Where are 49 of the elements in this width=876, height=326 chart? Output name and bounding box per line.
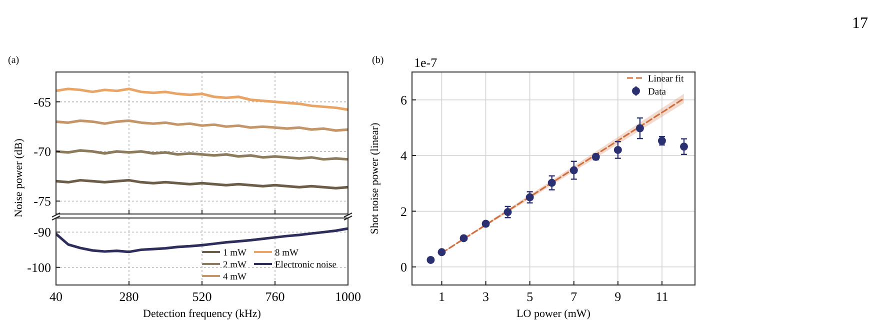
x-tick-label: 520	[192, 289, 212, 304]
point	[570, 166, 578, 174]
point	[460, 234, 468, 242]
point	[526, 193, 534, 202]
x-tick-label: 9	[614, 289, 622, 304]
x-tick-label: 1	[438, 289, 445, 304]
x-tick-label: 1000	[335, 289, 361, 304]
chart-title: (b)	[372, 55, 384, 66]
line-series	[56, 88, 348, 112]
x-tick-label: 5	[526, 289, 534, 304]
point	[548, 178, 556, 187]
y-tick-label: -75	[34, 194, 51, 209]
point	[426, 256, 435, 264]
point	[504, 208, 512, 216]
point	[482, 220, 490, 228]
y-tick-label: 4	[400, 148, 408, 164]
x-tick-label: 760	[265, 289, 285, 304]
line-series	[56, 149, 348, 161]
y-tick-label: -90	[34, 224, 51, 240]
y-tick-label: -70	[34, 144, 51, 159]
y-tick-label: -100	[27, 260, 51, 275]
text: 1e-7	[414, 55, 438, 70]
y-axis-title: Noise power (dB)	[13, 138, 25, 218]
y-tick-label: 6	[400, 92, 408, 108]
x-tick-label: 11	[656, 289, 668, 304]
y-axis-title: Shot noise power (linear)	[369, 122, 381, 234]
legend-label: 8 mW	[275, 248, 299, 258]
x-tick-label: 40	[50, 289, 62, 304]
x-tick-label: 7	[570, 289, 578, 304]
line-series	[56, 119, 348, 132]
y-tick-label: -65	[34, 94, 51, 110]
chart-title: (a)	[8, 55, 20, 66]
x-axis-title: Detection frequency (kHz)	[143, 308, 262, 320]
x-tick-label: 280	[119, 289, 139, 304]
legend-label: Electronic noise	[275, 260, 336, 270]
x-tick-label: 3	[482, 289, 490, 304]
text: 17	[852, 15, 868, 32]
point	[636, 124, 644, 132]
y-tick-label: 0	[400, 259, 407, 274]
y-tick-label: 2	[400, 204, 407, 219]
legend-label: Data	[648, 87, 667, 98]
point	[614, 146, 622, 154]
x-axis-title: LO power (mW)	[516, 308, 591, 320]
legend-label: Linear fit	[648, 74, 684, 84]
legend-label: 1 mW	[223, 248, 247, 258]
line-series	[56, 178, 348, 190]
point	[438, 248, 446, 256]
legend-label: 4 mW	[223, 272, 247, 282]
point	[680, 142, 688, 151]
